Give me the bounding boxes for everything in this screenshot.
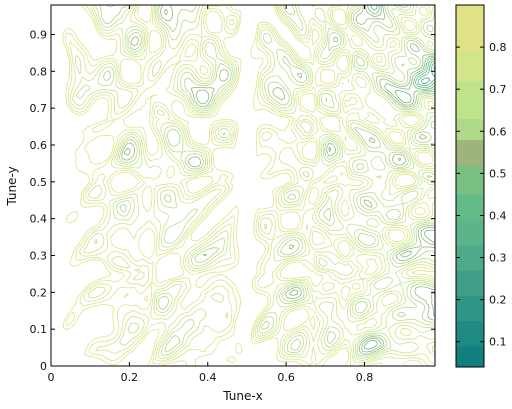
y-axis-label: Tune-y — [5, 166, 19, 206]
contour-level — [100, 5, 435, 357]
colorbar-tick-label: 0.6 — [489, 125, 507, 138]
y-tick-label: 0.1 — [30, 323, 48, 336]
colorbar-band — [456, 118, 484, 141]
colorbar-band — [456, 270, 484, 296]
y-tick-label: 0.6 — [30, 139, 48, 152]
y-tick-label: 0.4 — [30, 213, 48, 226]
contour-level — [363, 5, 435, 350]
colorbar-band — [456, 295, 484, 322]
colorbar-tick-label: 0.2 — [489, 294, 507, 307]
plot-frame — [50, 4, 436, 367]
contour-level — [72, 5, 435, 361]
x-tick-label: 0.6 — [277, 371, 295, 384]
contour-level — [124, 5, 435, 353]
colorbar-band — [456, 244, 484, 271]
contour-level — [121, 5, 435, 355]
y-tick-label: 0.9 — [30, 28, 48, 41]
contour-level — [62, 5, 435, 366]
colorbar-tick-label: 0.8 — [489, 41, 507, 54]
colorbar-band — [456, 139, 484, 166]
y-tick-label: 0 — [40, 360, 47, 373]
colorbar-band — [456, 5, 484, 52]
x-tick-label: 0.4 — [199, 371, 217, 384]
contour-level — [69, 5, 435, 365]
colorbar-band — [456, 51, 484, 82]
contour-level — [76, 5, 435, 359]
colorbar-tick-label: 0.3 — [489, 252, 507, 265]
colorbar-tick-label: 0.5 — [489, 167, 507, 180]
colorbar-band — [456, 320, 484, 347]
y-tick-label: 0.8 — [30, 65, 48, 78]
colorbar-tick-label: 0.7 — [489, 83, 507, 96]
y-axis-ticks: 0 0.1 0.2 0.3 0.4 0.5 0.6 0.7 0.8 0.9 — [30, 28, 435, 373]
contour-level — [421, 61, 435, 84]
colorbar-frame — [455, 4, 485, 368]
y-tick-label: 0.7 — [30, 102, 48, 115]
colorbar-band — [456, 164, 484, 195]
colorbar-band — [456, 194, 484, 221]
contour-lines — [62, 5, 435, 366]
colorbar-band — [456, 345, 484, 368]
x-axis-label: Tune-x — [222, 389, 263, 403]
y-tick-label: 0.5 — [30, 176, 48, 189]
x-tick-label: 0.2 — [121, 371, 139, 384]
x-axis-ticks: 0 0.2 0.4 0.6 0.8 — [48, 5, 374, 384]
colorbar-band — [456, 219, 484, 246]
x-tick-label: 0.8 — [356, 371, 374, 384]
colorbar-tick-label: 0.1 — [489, 336, 507, 349]
y-tick-label: 0.3 — [30, 249, 48, 262]
colorbar-band — [456, 80, 484, 120]
y-tick-label: 0.2 — [30, 286, 48, 299]
contour-level — [64, 5, 435, 366]
colorbar-tick-label: 0.4 — [489, 209, 507, 222]
contour-level — [417, 60, 435, 87]
colorbar: 0.1 0.2 0.3 0.4 0.5 0.6 0.7 0.8 — [455, 4, 507, 368]
x-tick-label: 0 — [48, 371, 55, 384]
